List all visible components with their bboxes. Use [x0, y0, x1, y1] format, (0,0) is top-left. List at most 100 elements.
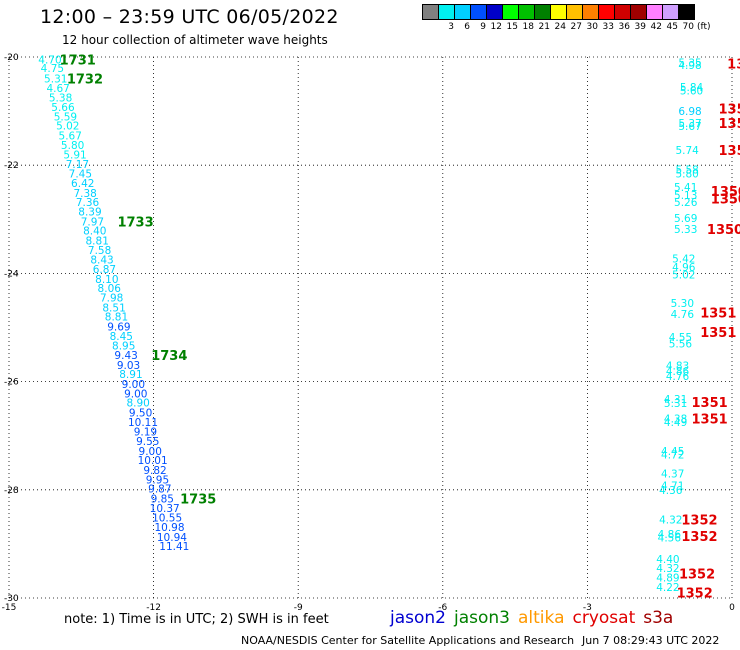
- wave-height-label: 5.33: [674, 224, 697, 236]
- wave-height-label: 4.72: [661, 450, 684, 462]
- x-tick-label: -12: [146, 603, 161, 613]
- wave-height-label: 8.06: [98, 283, 122, 295]
- legend-tick-label: 39: [634, 22, 646, 32]
- wave-height-label: 6.87: [93, 264, 116, 276]
- legend-tick-label: 36: [618, 22, 630, 32]
- wave-height-label: 4.56: [658, 532, 682, 544]
- wave-height-label: 4.36: [659, 485, 683, 497]
- pass-time-label: 1352: [679, 568, 715, 583]
- y-tick-label: -24: [4, 269, 19, 279]
- legend-tick-label: 3: [448, 22, 454, 32]
- wave-height-label: 4.55: [669, 332, 692, 344]
- wave-height-label: 4.32: [659, 515, 682, 527]
- pass-time-label: 1735: [180, 492, 216, 507]
- wave-height-label: 5.37: [678, 118, 701, 130]
- wave-height-label: 4.31: [664, 394, 687, 406]
- wave-height-label: 5.58: [675, 165, 698, 177]
- pass-time-label: 1352: [681, 530, 717, 545]
- wave-height-label: 4.49: [664, 417, 687, 429]
- pass-time-label: 1350: [711, 185, 740, 200]
- wave-height-label: 9.85: [151, 493, 174, 505]
- wave-height-label: 4.22: [656, 582, 679, 594]
- generated-timestamp: Jun 7 08:29:43 UTC 2022: [582, 634, 720, 647]
- pass-time-label: 1732: [67, 73, 103, 88]
- wave-height-label: 5.67: [678, 121, 701, 133]
- wave-height-label: 9.43: [114, 350, 137, 362]
- wave-height-label: 9.19: [134, 426, 157, 438]
- chart-title: 12:00 – 23:59 UTC 06/05/2022: [40, 6, 339, 28]
- wave-height-label: 5.42: [672, 253, 695, 265]
- x-tick-label: -6: [438, 603, 447, 613]
- wave-height-label: 5.91: [63, 149, 86, 161]
- color-scale-legend: 3 6 9 12 15 18 21 24 27 30 33 36 39 42 45 70 (ft): [422, 4, 717, 32]
- wave-height-label: 5.35: [678, 57, 701, 69]
- legend-tick-label: 33: [602, 22, 614, 32]
- wave-height-label: 10.94: [157, 532, 187, 544]
- y-tick-label: -20: [4, 53, 19, 63]
- wave-height-label: 4.76: [671, 309, 695, 321]
- wave-height-label: 5.67: [59, 130, 82, 142]
- y-tick-label: -30: [4, 594, 19, 604]
- wave-height-label: 9.03: [117, 360, 140, 372]
- pass-time-label: 135: [719, 102, 740, 117]
- x-tick-label: -9: [294, 603, 303, 613]
- wave-height-label: 10.98: [154, 522, 184, 534]
- wave-height-label: 8.81: [86, 235, 109, 247]
- wave-height-label: 4.70: [38, 55, 61, 67]
- wave-height-label: 9.69: [107, 321, 130, 333]
- wave-height-label: 8.45: [110, 331, 133, 343]
- wave-height-label: 9.00: [124, 389, 147, 401]
- wave-height-label: 5.59: [54, 112, 77, 124]
- wave-height-label: 4.89: [656, 572, 679, 584]
- wave-height-label: 5.80: [675, 168, 698, 180]
- wave-height-label: 4.86: [658, 529, 682, 541]
- wave-height-label: 5.56: [669, 339, 693, 351]
- pass-time-label: 1734: [151, 349, 187, 364]
- wave-height-label: 5.66: [51, 102, 75, 114]
- wave-height-label: 4.98: [678, 60, 701, 72]
- wave-height-label: 4.76: [666, 371, 690, 383]
- y-tick-label: -26: [4, 378, 19, 388]
- wave-height-label: 5.41: [674, 182, 697, 194]
- pass-time-label: 135: [727, 57, 740, 72]
- wave-height-label: 10.55: [152, 512, 182, 524]
- wave-height-label: 5.69: [674, 213, 697, 225]
- wave-height-label: 4.86: [666, 366, 690, 378]
- pass-time-label: 1731: [60, 54, 96, 69]
- wave-height-label: 4.96: [672, 262, 696, 274]
- wave-height-label: 8.43: [90, 254, 113, 266]
- legend-tick-label: 70: [682, 22, 694, 32]
- wave-height-label: 5.60: [680, 86, 703, 98]
- wave-height-label: 10.11: [128, 417, 158, 429]
- wave-height-label: 5.02: [56, 121, 79, 133]
- wave-height-label: 4.71: [661, 480, 684, 492]
- legend-tick-label: 12: [490, 22, 502, 32]
- wave-height-label: 4.67: [46, 83, 69, 95]
- wave-height-label: 4.32: [656, 563, 679, 575]
- x-tick-label: -15: [2, 603, 17, 613]
- wave-height-label: 8.40: [83, 226, 106, 238]
- wave-height-label: 9.00: [139, 446, 162, 458]
- legend-tick-label: 6: [464, 22, 470, 32]
- pass-time-label: 1351: [692, 412, 728, 427]
- legend-labels: 3 6 9 12 15 18 21 24 27 30 33 36 39 42 45 70 (ft): [422, 22, 717, 32]
- legend-unit-label: (ft): [697, 22, 711, 32]
- wave-height-label: 9.55: [136, 436, 159, 448]
- wave-height-label: 8.91: [119, 369, 142, 381]
- wave-height-label: 9.50: [129, 407, 152, 419]
- wave-height-label: 7.97: [81, 216, 104, 228]
- wave-height-label: 5.02: [672, 269, 695, 281]
- wave-height-label: 8.10: [95, 274, 118, 286]
- x-tick-label: -3: [583, 603, 592, 613]
- wave-height-label: 9.00: [122, 379, 145, 391]
- pass-time-label: 1350: [711, 193, 740, 208]
- satellite-legend: jason2 jason3 altika cryosat s3a: [390, 608, 681, 628]
- satellite-legend-s3a: s3a: [643, 608, 674, 628]
- wave-height-label: 6.42: [71, 178, 94, 190]
- wave-height-label: 5.31: [44, 74, 67, 86]
- wave-height-label: 4.75: [41, 63, 64, 75]
- wave-height-label: 7.36: [76, 197, 100, 209]
- wave-height-label: 7.98: [100, 293, 123, 305]
- wave-height-label: 7.17: [66, 159, 89, 171]
- wave-height-label: 5.80: [61, 140, 84, 152]
